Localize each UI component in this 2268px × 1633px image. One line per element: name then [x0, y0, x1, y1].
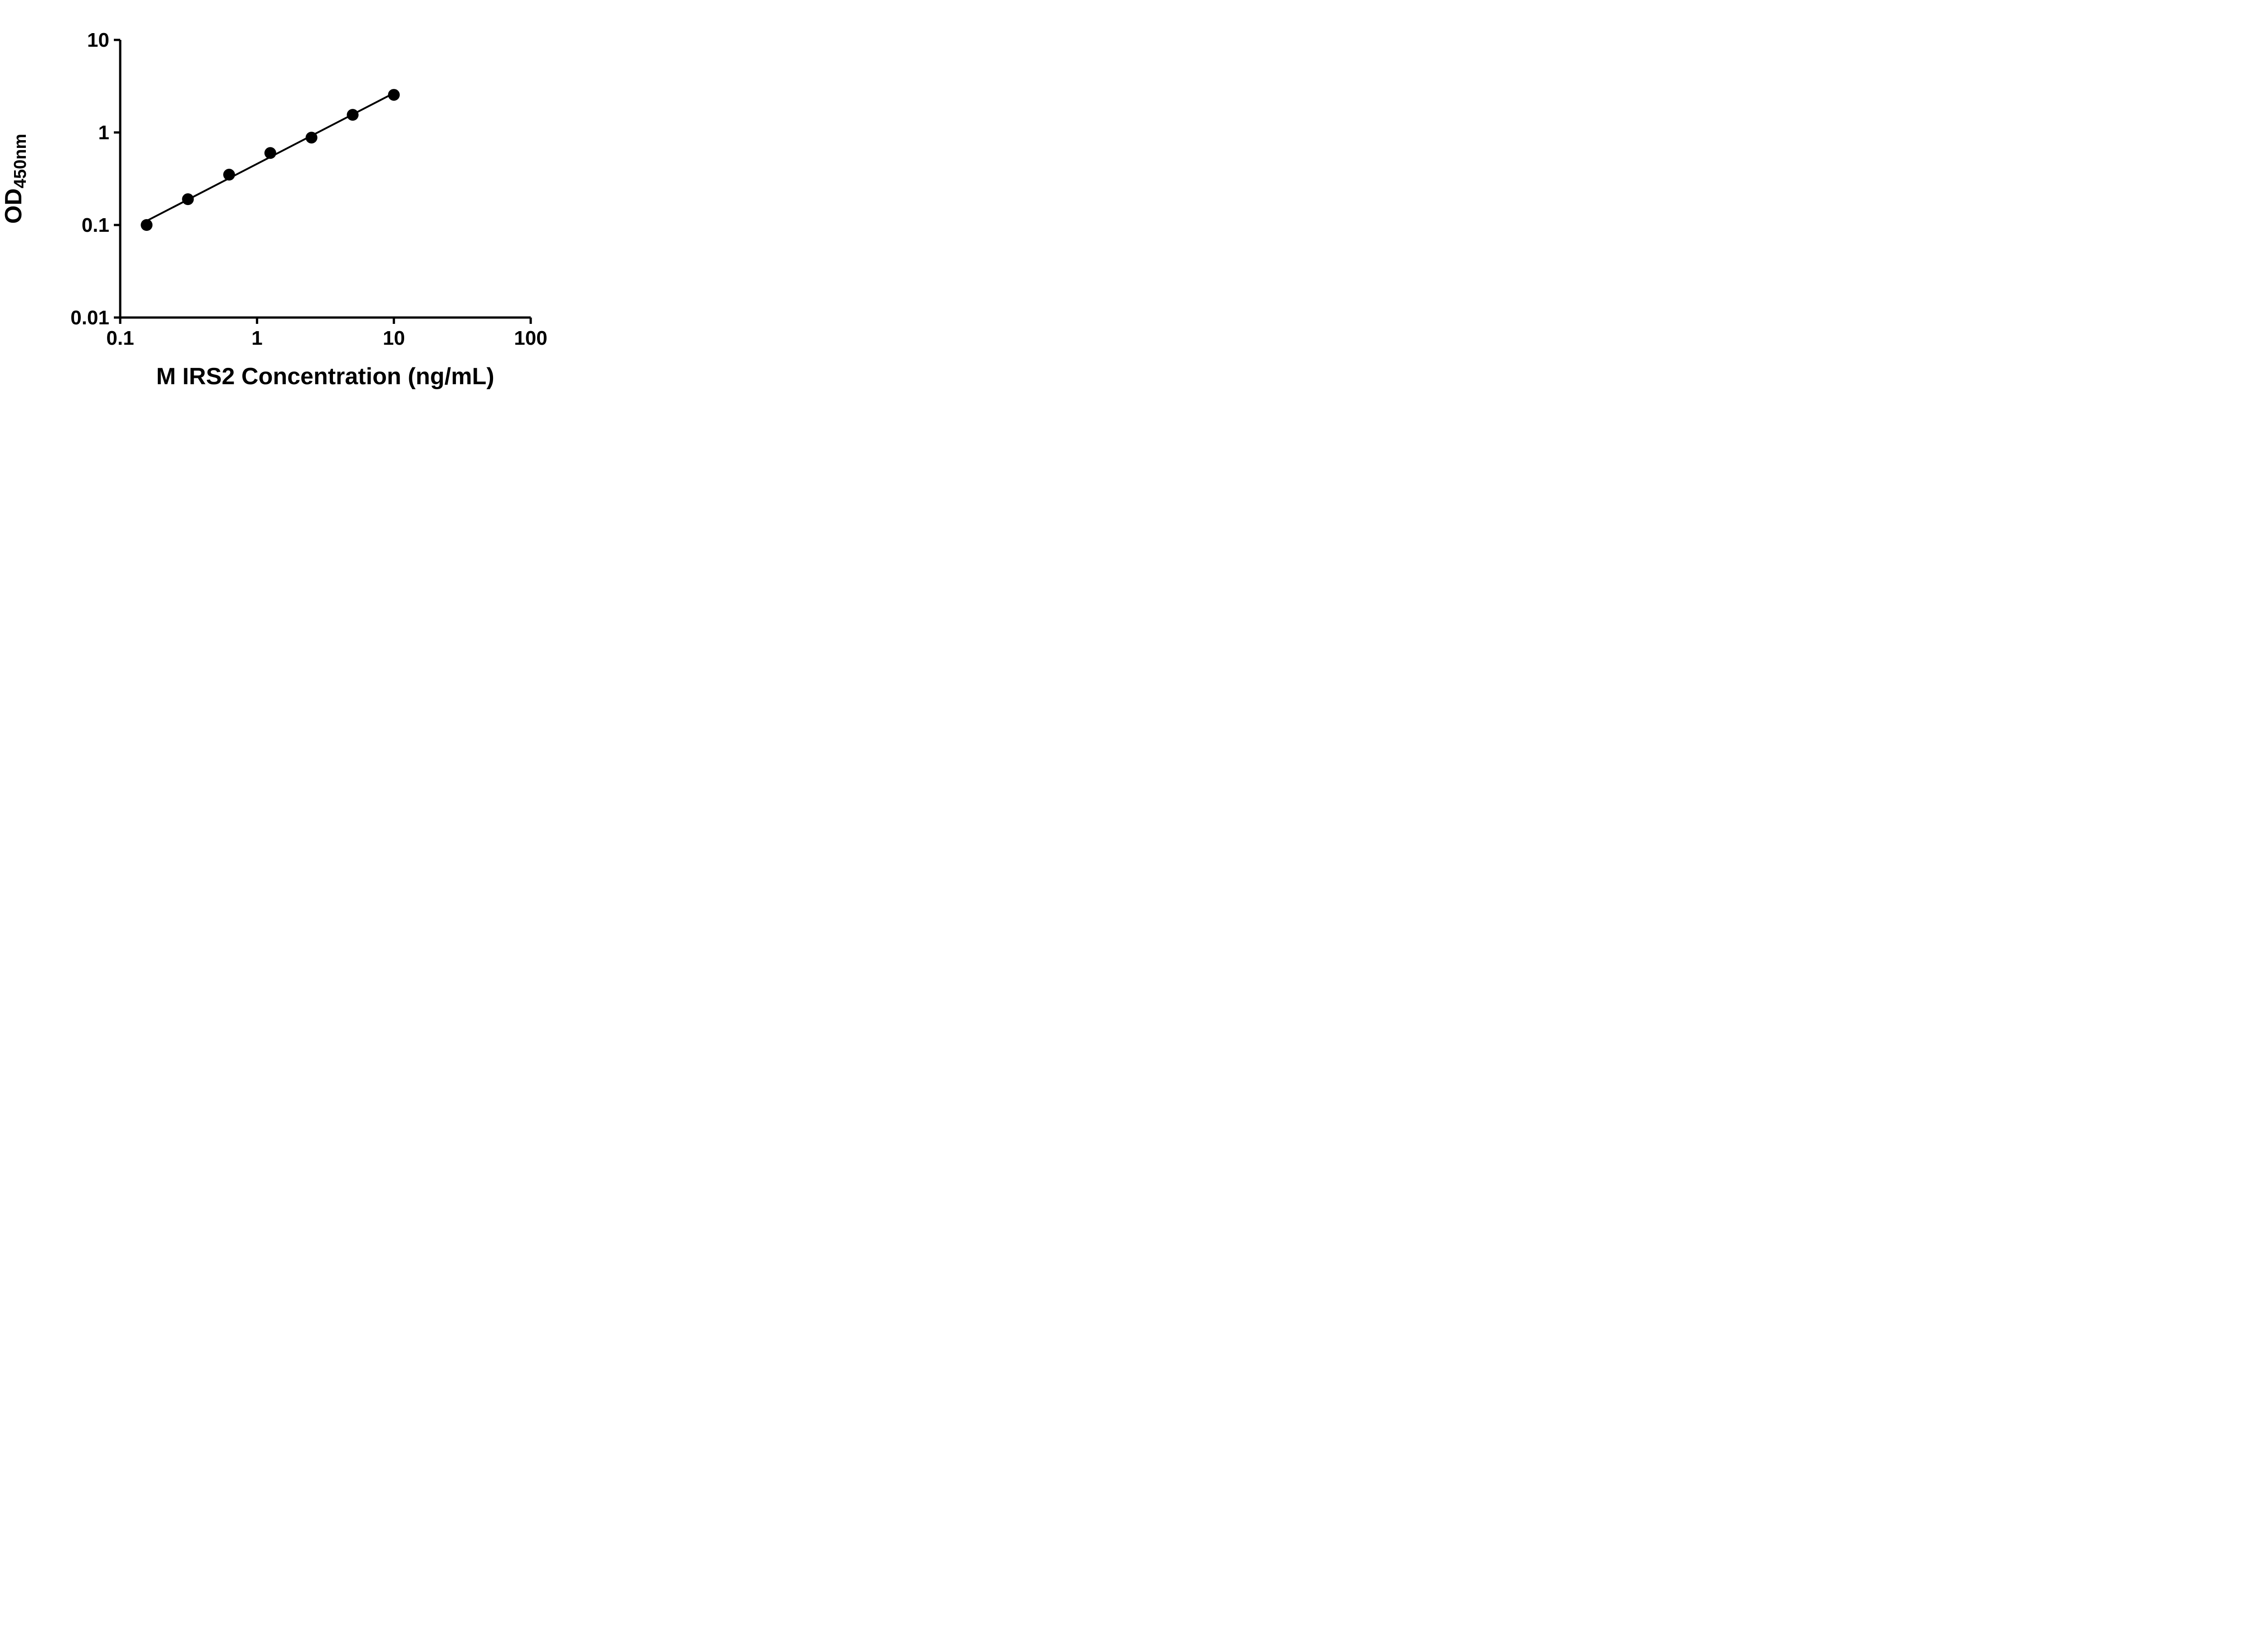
data-point — [182, 193, 194, 205]
y-tick-label: 1 — [98, 122, 109, 144]
x-tick-label: 10 — [383, 327, 405, 349]
x-tick-label: 1 — [251, 327, 262, 349]
x-tick-label: 100 — [514, 327, 547, 349]
y-axis-label-main: OD — [0, 188, 27, 224]
x-tick-label: 0.1 — [106, 327, 134, 349]
axes — [119, 40, 531, 319]
data-point — [264, 147, 276, 159]
y-tick-label: 0.01 — [70, 307, 109, 329]
y-tick-label: 0.1 — [82, 214, 109, 236]
data-point — [388, 89, 400, 101]
data-point — [141, 219, 153, 231]
data-point — [305, 132, 318, 144]
data-point — [223, 169, 235, 181]
data-point — [347, 109, 359, 121]
y-axis-label-subscript: 450nm — [11, 133, 30, 189]
x-axis-label: M IRS2 Concentration (ng/mL) — [156, 363, 494, 390]
y-axis-label: OD450nm — [0, 133, 30, 224]
y-tick-label: 10 — [87, 29, 109, 51]
figure-canvas: OD450nm M IRS2 Concentration (ng/mL) 0.1… — [0, 0, 583, 408]
